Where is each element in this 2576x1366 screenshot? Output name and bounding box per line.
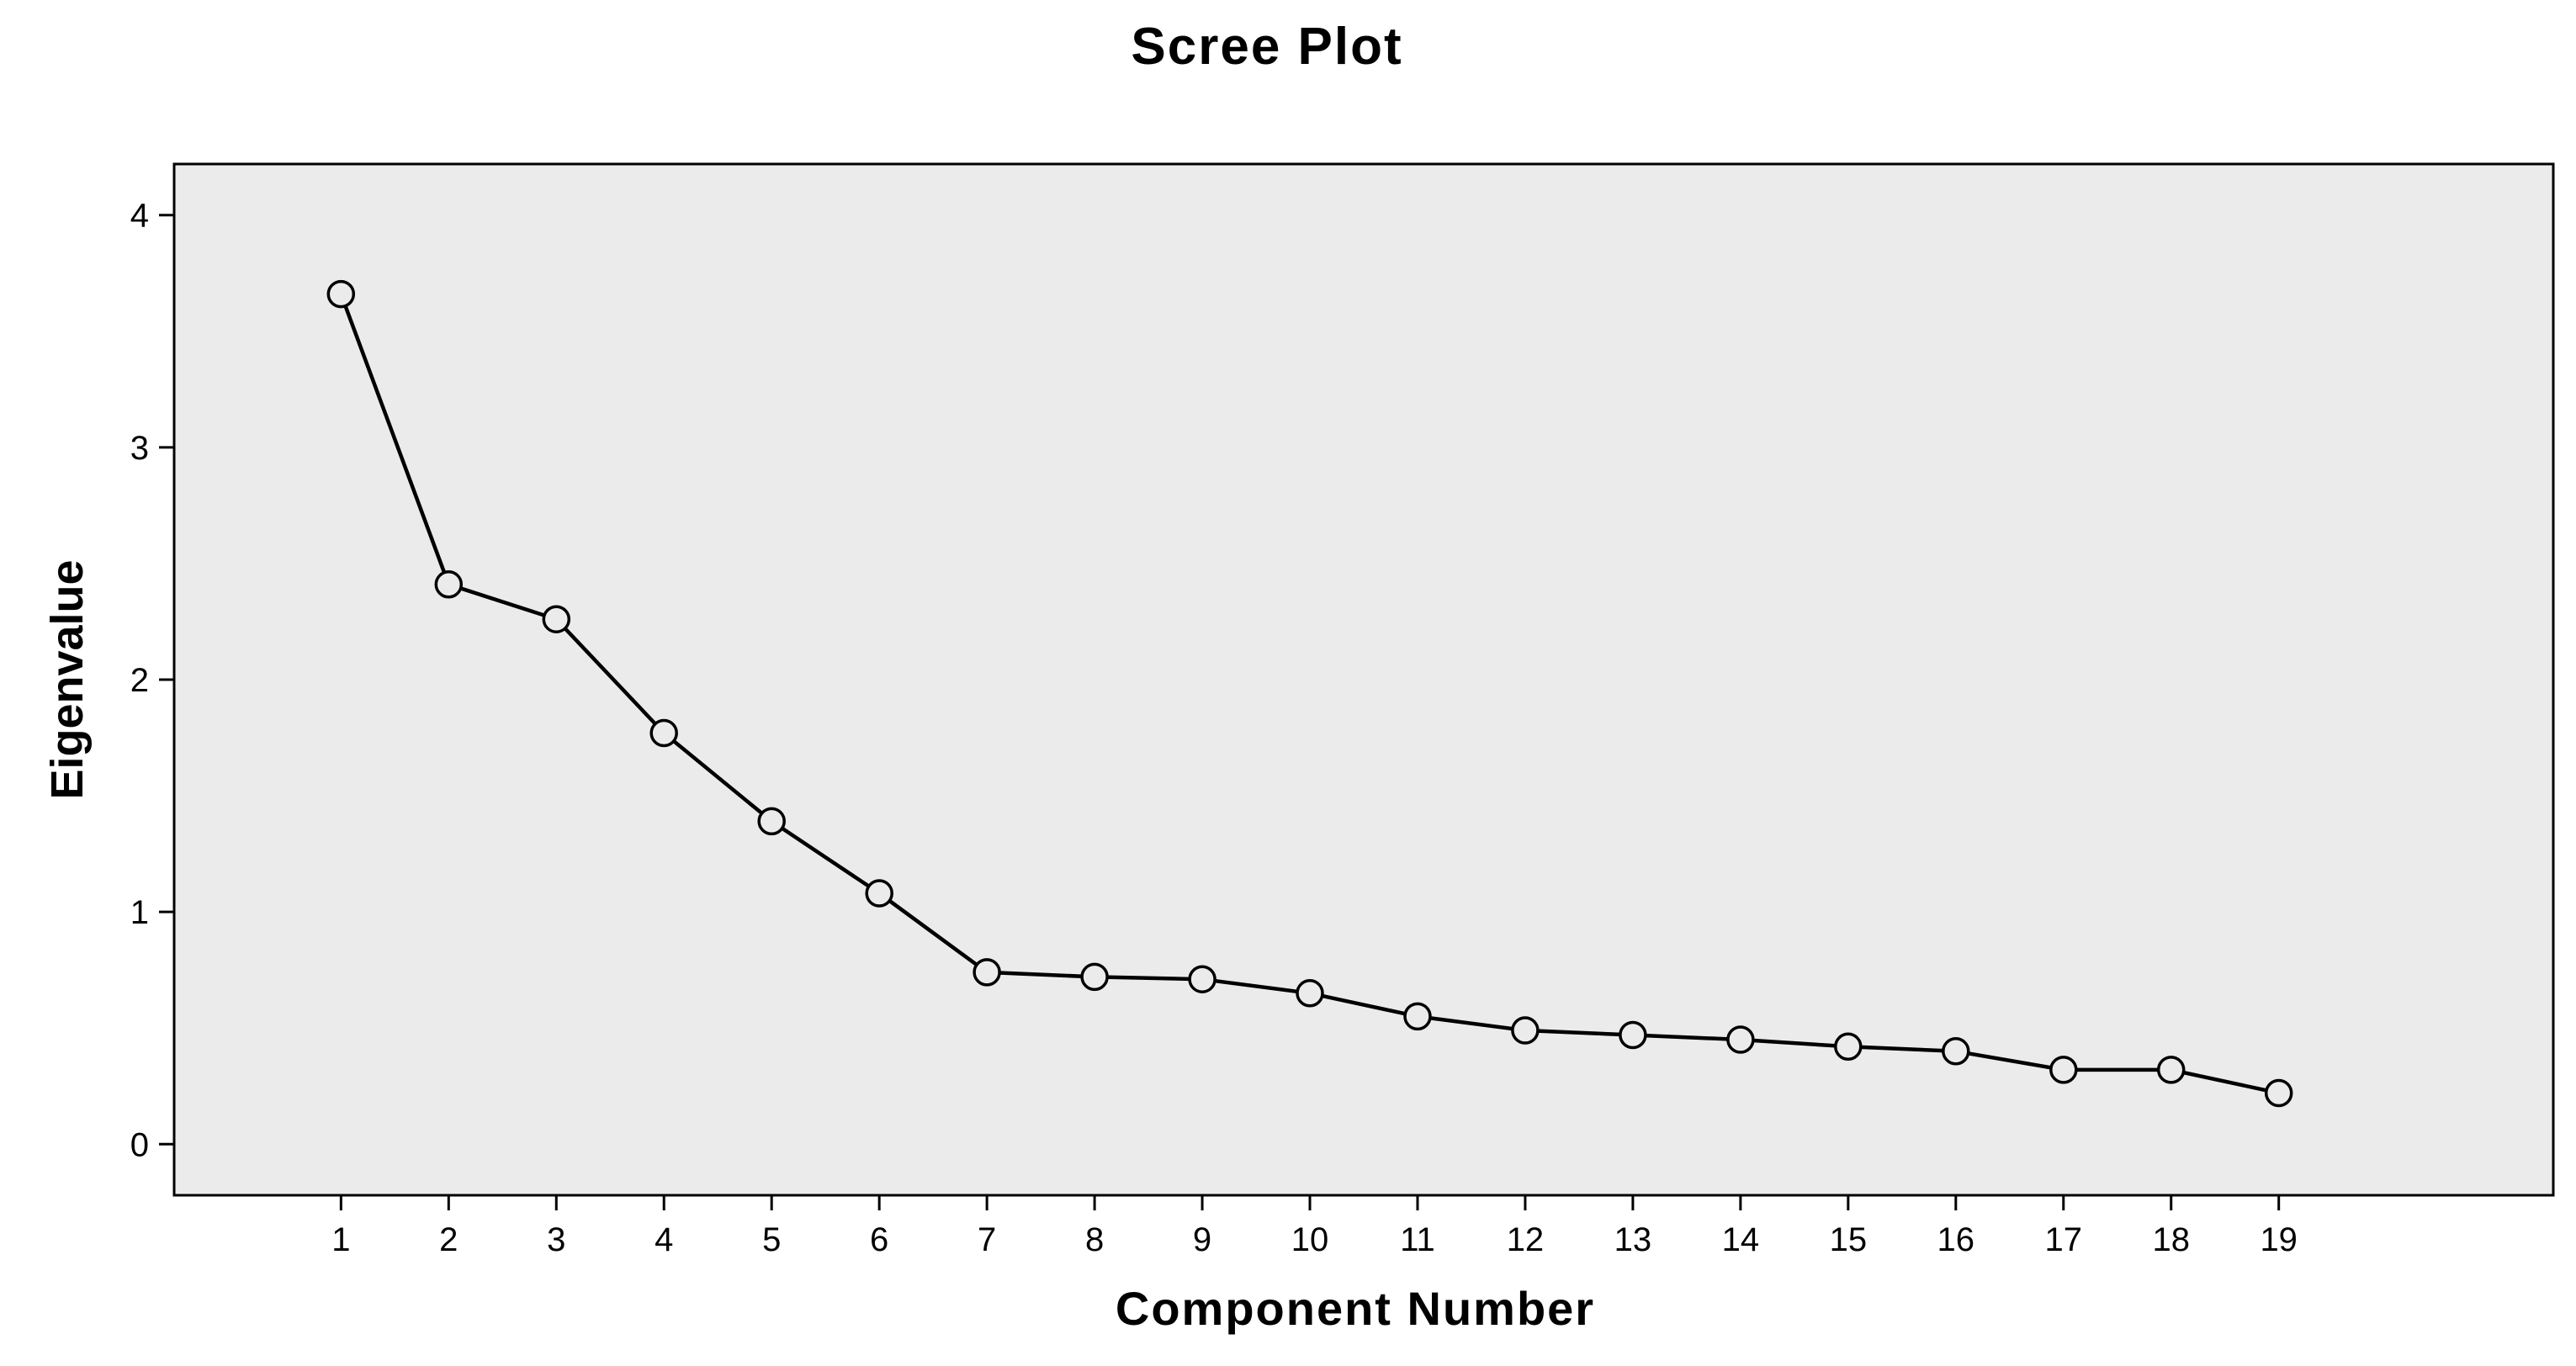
x-tick-label: 19	[2260, 1221, 2298, 1258]
y-axis-label: Eigenvalue	[42, 559, 93, 799]
x-tick-label: 3	[547, 1221, 565, 1258]
data-point-10	[1296, 979, 1324, 1008]
x-tick-label: 7	[978, 1221, 996, 1258]
x-tick-label: 10	[1291, 1221, 1329, 1258]
data-point-16	[1942, 1037, 1970, 1066]
y-axis: 0 1 2 3 4	[130, 198, 174, 1163]
chart-title: Scree Plot	[1131, 18, 1402, 76]
x-axis-label: Component Number	[1116, 1282, 1595, 1335]
x-tick-label: 11	[1400, 1221, 1435, 1258]
data-point-2	[434, 570, 464, 599]
x-tick-label: 4	[655, 1221, 673, 1258]
data-point-13	[1619, 1020, 1647, 1050]
data-point-19	[2264, 1078, 2293, 1108]
x-tick-label: 18	[2152, 1221, 2190, 1258]
x-tick-label: 1	[331, 1221, 350, 1258]
data-point-14	[1726, 1025, 1755, 1054]
y-tick-label: 2	[130, 662, 149, 699]
data-point-8	[1080, 962, 1109, 992]
x-tick-label: 5	[762, 1221, 781, 1258]
data-point-7	[973, 958, 1001, 987]
y-tick-label: 4	[130, 198, 149, 235]
y-tick-label: 0	[130, 1126, 149, 1163]
data-point-18	[2156, 1056, 2186, 1084]
data-point-3	[542, 605, 571, 633]
data-point-5	[757, 807, 786, 836]
x-tick-label: 6	[870, 1221, 888, 1258]
x-tick-label: 9	[1193, 1221, 1211, 1258]
x-tick-label: 14	[1722, 1221, 1760, 1258]
series-layer	[326, 279, 2293, 1108]
x-tick-label: 13	[1614, 1221, 1652, 1258]
data-point-6	[865, 879, 893, 908]
x-tick-label: 2	[439, 1221, 458, 1258]
x-tick-label: 17	[2045, 1221, 2083, 1258]
x-tick-label: 12	[1507, 1221, 1545, 1258]
y-tick-label: 1	[130, 894, 149, 931]
data-point-17	[2049, 1056, 2078, 1084]
data-point-4	[649, 718, 678, 748]
data-point-12	[1511, 1016, 1540, 1045]
data-point-11	[1403, 1002, 1432, 1031]
x-axis: 1 2 3 4 5 6 7 8 9 10 11 12 13 14 15 16 17 18 19	[331, 1195, 2298, 1258]
data-point-1	[326, 279, 356, 309]
data-point-15	[1834, 1032, 1863, 1062]
y-tick-label: 3	[130, 430, 149, 467]
x-tick-label: 8	[1085, 1221, 1104, 1258]
x-tick-label: 15	[1830, 1221, 1868, 1258]
x-tick-label: 16	[1937, 1221, 1975, 1258]
data-point-9	[1188, 965, 1216, 993]
plot-area	[172, 162, 2555, 1197]
